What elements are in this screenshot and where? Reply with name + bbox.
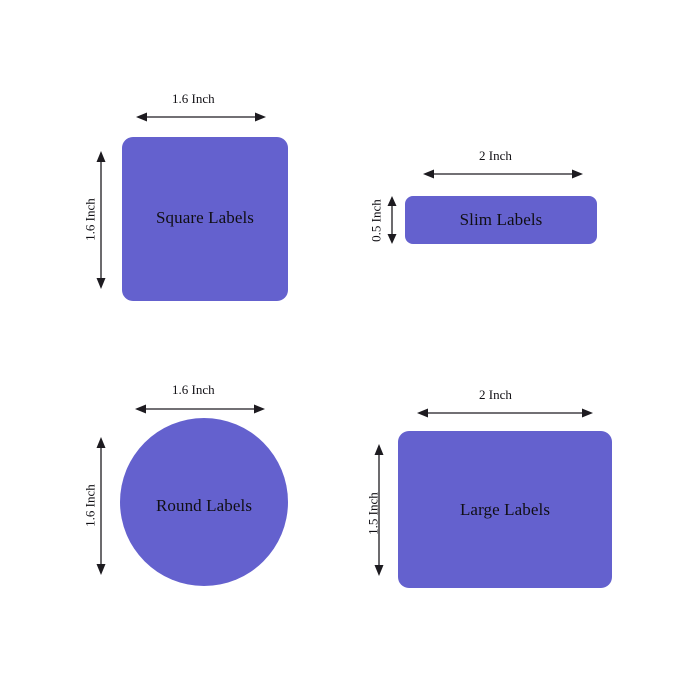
square-label-shape[interactable] [122,137,288,301]
large-label-text: Large Labels [459,500,551,519]
large-label-shape[interactable] [398,431,612,588]
square-label-text: Square Labels [155,208,255,227]
square-height-arrow [96,151,106,289]
large-width-dimension-text: 2 Inch [479,387,512,402]
slim-height-arrow [387,196,397,244]
large-width-arrow [417,408,593,418]
round-label-text: Round Labels [155,496,253,515]
slim-width-dimension-text: 2 Inch [479,148,512,163]
large-height-arrow [374,444,384,576]
slim-width-arrow [423,169,583,179]
slim-height-dimension-text: 0.5 Inch [368,199,384,242]
square-width-dimension-text: 1.6 Inch [172,91,215,106]
round-width-arrow [135,404,265,414]
round-width-dimension-text: 1.6 Inch [172,382,215,397]
slim-label-text: Slim Labels [459,210,543,229]
square-width-arrow [136,112,266,122]
slim-label-shape[interactable] [405,196,597,244]
round-height-arrow [96,437,106,575]
round-label-shape[interactable] [120,418,288,586]
